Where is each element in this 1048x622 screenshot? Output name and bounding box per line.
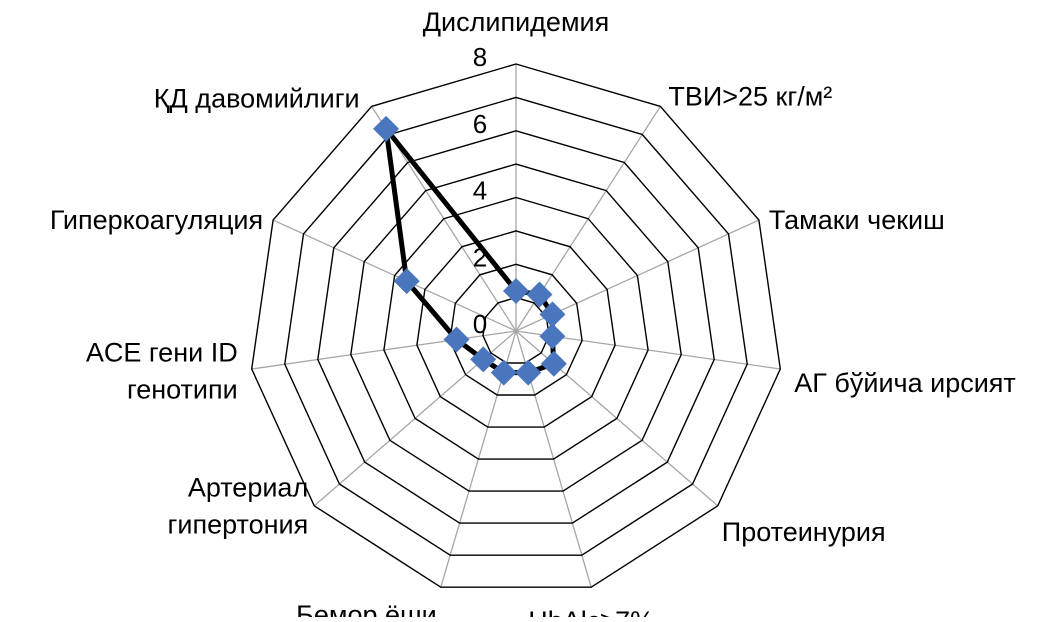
- category-label-3: АГ бўйича ирсият: [794, 368, 1016, 398]
- data-point-6: [490, 359, 517, 386]
- tick-label-0: 0: [473, 309, 487, 339]
- data-point-1: [526, 281, 553, 308]
- category-label-10: ҚД давомийлиги: [154, 83, 360, 113]
- tick-label-4: 4: [473, 176, 487, 206]
- grid-ring-3: [416, 230, 616, 428]
- data-point-0: [503, 277, 529, 304]
- data-point-5: [515, 359, 542, 386]
- category-label-line: Артериал: [188, 472, 308, 502]
- data-point-4: [540, 350, 567, 377]
- grid-ring-6: [317, 130, 715, 524]
- category-label-line: ТВИ>25 кг/м²: [668, 81, 832, 111]
- data-point-8: [443, 326, 470, 353]
- tick-label-8: 8: [473, 42, 487, 72]
- category-label-7: Артериал гипертония: [168, 472, 309, 539]
- tick-label-6: 6: [473, 109, 487, 139]
- category-label-4: Протеинурия: [722, 517, 886, 547]
- category-label-8: ACE гени ID генотипи: [86, 337, 238, 404]
- category-label-line: Тамаки чекиш: [769, 205, 945, 235]
- data-point-3: [539, 323, 566, 350]
- category-label-line: Протеинурия: [722, 517, 886, 547]
- data-point-7: [470, 346, 497, 373]
- grid-ring-7: [284, 96, 748, 556]
- category-label-line: Дислипидемия: [423, 7, 609, 37]
- category-label-line: Гиперкоагуляция: [50, 205, 263, 235]
- series: [373, 115, 567, 386]
- category-label-2: Тамаки чекиш: [769, 205, 945, 235]
- data-point-2: [539, 301, 566, 328]
- category-label-9: Гиперкоагуляция: [50, 205, 263, 235]
- category-label-line: HbAlc≥7%: [528, 606, 654, 617]
- category-labels: Дислипидемия ТВИ>25 кг/м² Тамаки чекиш АГ б…: [50, 7, 1016, 622]
- grid-ring-5: [350, 163, 682, 492]
- data-point-9: [393, 268, 420, 295]
- category-label-line: АГ бўйича ирсият: [794, 368, 1016, 398]
- category-label-5: HbAlc≥7%: [528, 606, 654, 617]
- data-point-10: [373, 115, 400, 142]
- grid-ring-8: [250, 63, 782, 588]
- series-line: [383, 126, 557, 376]
- grid: [250, 63, 782, 588]
- category-label-line: Бемор ёши: [296, 600, 437, 617]
- category-label-line: ҚД давомийлиги: [154, 83, 360, 113]
- category-label-6: Бемор ёши: [296, 600, 437, 617]
- category-label-line: генотипи: [127, 374, 238, 404]
- category-label-line: ACE гени ID: [86, 337, 238, 367]
- grid-ring-2: [449, 263, 583, 396]
- category-label-0: Дислипидемия: [423, 7, 609, 37]
- category-label-line: гипертония: [168, 509, 309, 539]
- category-label-1: ТВИ>25 кг/м²: [668, 81, 832, 111]
